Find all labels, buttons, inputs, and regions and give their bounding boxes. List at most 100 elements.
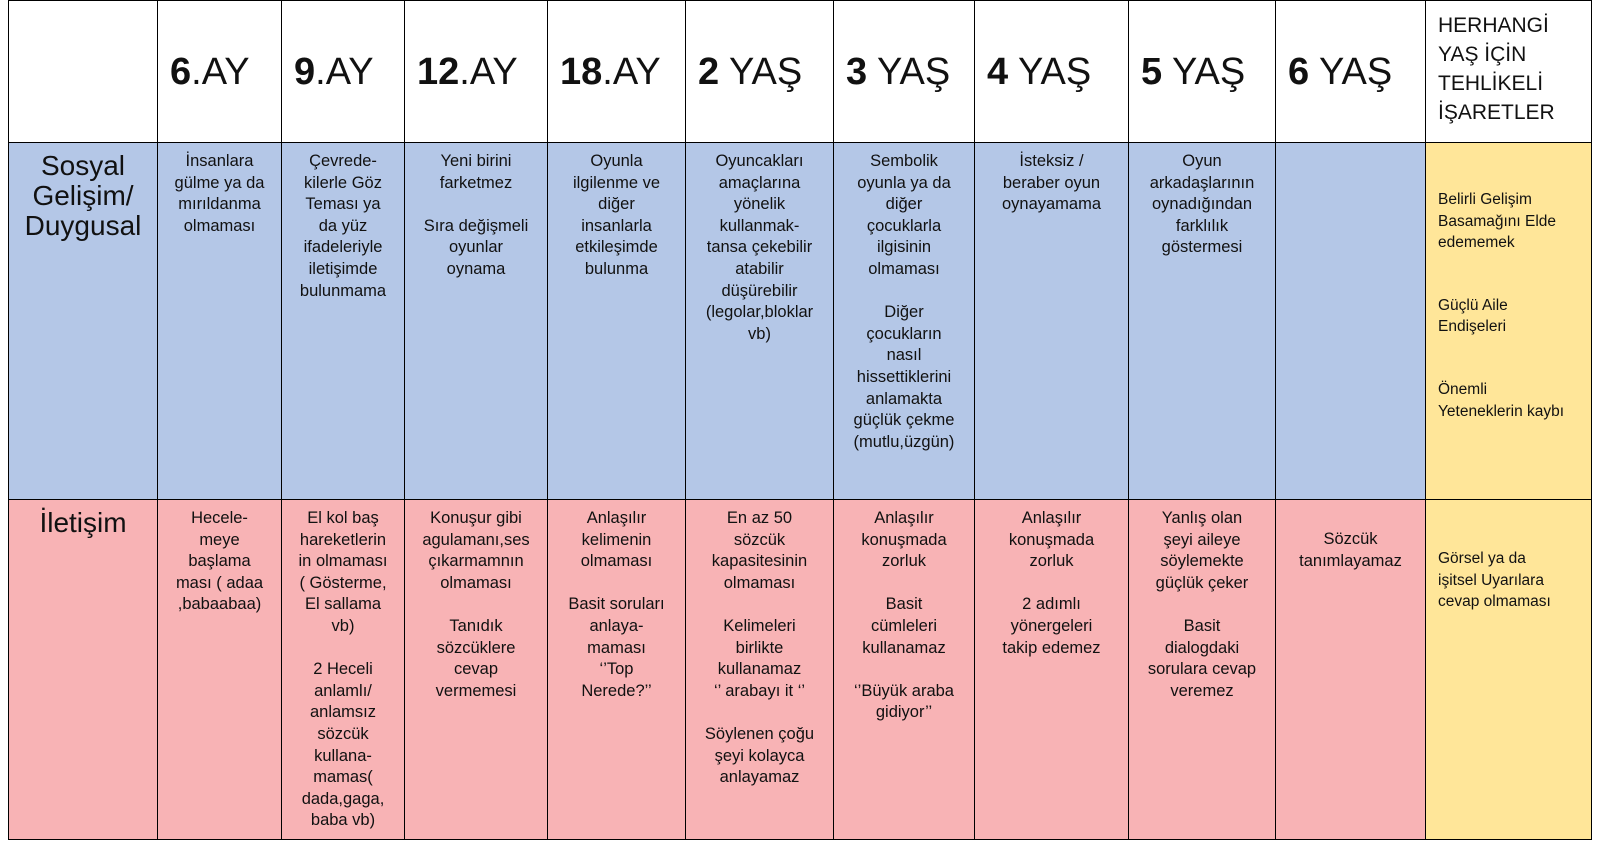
text-line: Sosyal <box>40 150 126 181</box>
paragraph: Görsel ya da işitsel Uyarılara cevap olmam… <box>1438 548 1591 613</box>
text-line: (mutlu,üzgün) <box>853 432 955 451</box>
data-cell <box>1276 143 1426 500</box>
paragraph: Oyun arkadaşlarının oynadığından farklılık g… <box>1129 151 1275 259</box>
text-line: Çevrede- <box>309 152 377 170</box>
text-line: arkadaşlarının <box>1149 173 1255 192</box>
text-line: iletişimde <box>308 259 378 278</box>
text-line: düşürebilir <box>721 281 798 300</box>
text-line: (legolar,bloklar <box>705 303 814 322</box>
header-unit: .AY <box>459 51 518 93</box>
paragraph: Söylenen çoğu şeyi kolayca anlayamaz <box>686 724 833 789</box>
data-cell: Çevrede-kilerle Göz Teması ya da yüz ifadel… <box>282 143 405 500</box>
text-line: sözcüklere <box>436 638 516 657</box>
text-line: İŞARETLER <box>1438 101 1555 124</box>
text-line: Basit soruları <box>568 595 665 614</box>
paragraph: Çevrede-kilerle Göz Teması ya da yüz ifadel… <box>282 151 404 302</box>
data-cell: Anlaşılır kelimenin olmaması Basit soruları… <box>548 500 686 840</box>
data-cell: Anlaşılır konuşmada zorluk 2 adımlı yönergel… <box>975 500 1129 840</box>
paragraph: Önemli Yeteneklerin kaybı <box>1438 379 1591 422</box>
text-line: Basit <box>1183 616 1221 635</box>
paragraph: ‘’Büyük araba gidiyor’’ <box>834 681 974 724</box>
header-unit: YAŞ <box>867 51 951 93</box>
text-line: bulunmama <box>299 281 387 300</box>
column-header: 5 YAŞ <box>1129 0 1276 143</box>
text-line: söylemekte <box>1160 552 1244 571</box>
text-line: El kol baş <box>307 509 379 527</box>
text-line: başlama <box>188 552 251 571</box>
text-line: sözcük <box>317 724 369 743</box>
data-cell: Sembolik oyunla ya da diğer çocuklarla ilgis… <box>834 143 975 500</box>
text-line: ilgisinin <box>876 238 932 257</box>
text-line: ,babaabaa) <box>177 595 262 614</box>
text-line: YAŞ İÇİN <box>1438 43 1527 66</box>
header-number: 6 <box>1288 51 1310 93</box>
data-cell: En az 50 sözcük kapasitesinin olmaması Kelim… <box>686 500 834 840</box>
text-line: İletişim <box>39 507 127 538</box>
text-line: anlamakta <box>865 389 943 408</box>
text-line: Kelimeleri <box>723 616 796 635</box>
text-line: oynadığından <box>1151 195 1252 214</box>
text-line: oyunla ya da <box>857 173 951 192</box>
text-line: Konuşur gibi <box>430 509 522 527</box>
paragraph: Belirli Gelişim Basamağını Elde edememek <box>1438 189 1591 254</box>
paragraph: 2 Heceli anlamlı/anlamsız sözcük kullana-ma… <box>282 659 404 832</box>
text-line: Teması ya <box>305 195 381 214</box>
text-line: Nerede?’’ <box>581 681 652 700</box>
row-label: Sosyal Gelişim/Duygusal <box>8 143 158 500</box>
header-number: 2 <box>698 51 720 93</box>
text-line: baba vb) <box>310 811 376 830</box>
text-line: Hecele- <box>191 509 248 527</box>
text-line: İnsanlara <box>185 152 254 170</box>
paragraph: Güçlü Aile Endişeleri <box>1438 295 1591 338</box>
text-line: konuşmada <box>1008 530 1095 549</box>
text-line: zorluk <box>881 552 926 571</box>
text-line: Basamağını Elde <box>1438 212 1557 230</box>
text-line: da yüz <box>318 216 368 235</box>
text-line: Anlaşılır <box>874 509 934 527</box>
header-unit: YAŞ <box>719 51 803 93</box>
header-unit: YAŞ <box>1309 51 1393 93</box>
paragraph: Diğer çocukların nasıl hissettiklerini anlam… <box>834 302 974 453</box>
header-unit: YAŞ <box>1008 51 1092 93</box>
text-line: beraber oyun <box>1002 173 1101 192</box>
column-header: 3 YAŞ <box>834 0 975 143</box>
column-header: 18.AY <box>548 0 686 143</box>
text-line: Önemli <box>1438 380 1488 398</box>
text-line: kapasitesinin <box>711 552 808 571</box>
text-line: meye <box>199 530 240 549</box>
text-line: Sözcük <box>1323 530 1378 548</box>
text-line: oynama <box>446 259 506 278</box>
text-line: ifadeleriyle <box>303 238 383 257</box>
paragraph: Sembolik oyunla ya da diğer çocuklarla ilgis… <box>834 151 974 281</box>
text-line: ması ( adaa <box>175 573 264 592</box>
text-line: edememek <box>1438 234 1515 252</box>
corner-cell <box>8 0 158 143</box>
text-line: kelimenin <box>581 530 652 549</box>
text-line: kullanamaz <box>717 660 802 679</box>
text-line: şeyi kolayca <box>714 746 805 765</box>
header-number: 6 <box>170 51 192 93</box>
text-line: ‘’ arabayı it ‘’ <box>713 681 806 700</box>
text-line: mamas( <box>313 768 373 787</box>
text-line: oyunlar <box>448 238 504 257</box>
header-number: 18 <box>560 51 603 93</box>
text-line: göstermesi <box>1161 238 1243 257</box>
text-line: vb) <box>331 616 355 635</box>
data-cell: Oyunla ilgilenme ve diğer insanlarla etkileş… <box>548 143 686 500</box>
text-line: yönelik <box>733 195 786 214</box>
text-line: Sembolik <box>870 152 938 170</box>
paragraph: Anlaşılır konuşmada zorluk <box>834 508 974 573</box>
text-line: Belirli Gelişim <box>1438 191 1532 208</box>
paragraph: Oyuncakları amaçlarına yönelik kullanmak-ta… <box>686 151 833 345</box>
text-line: kullanamaz <box>862 638 946 657</box>
header-unit: .AY <box>191 51 250 93</box>
text-line: kilerle Göz <box>304 173 382 192</box>
text-line: farketmez <box>439 173 513 192</box>
text-line: olmaması <box>440 573 512 592</box>
text-line: in olmaması <box>298 552 388 571</box>
text-line: anlayamaz <box>719 768 800 787</box>
paragraph: 2 adımlı yönergeleri takip edemez <box>975 594 1128 659</box>
data-cell: İsteksiz / beraber oyun oynayamama <box>975 143 1129 500</box>
text-line: Yeni birini <box>440 152 512 170</box>
text-line: cevap olmaması <box>1438 593 1551 611</box>
